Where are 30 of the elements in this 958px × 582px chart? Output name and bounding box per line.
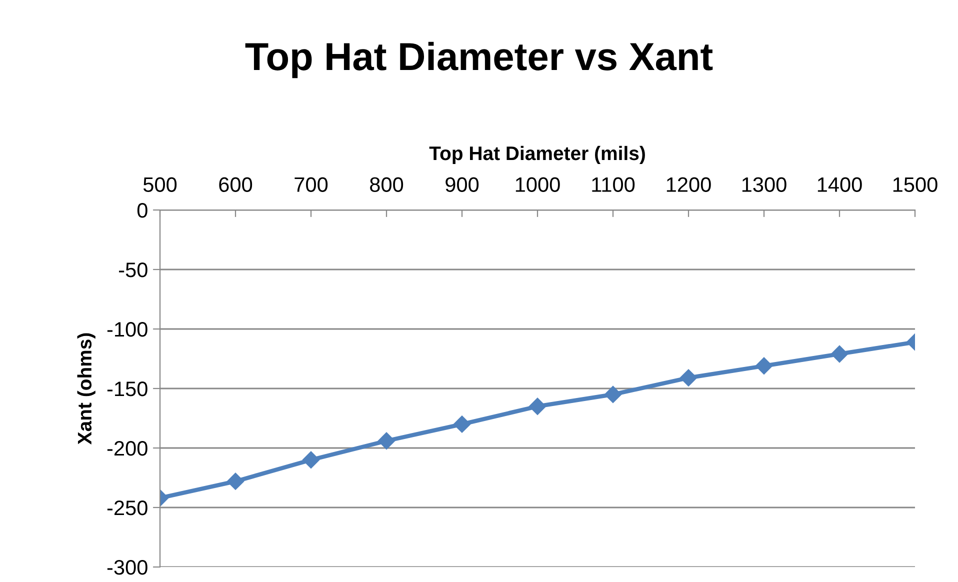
point xyxy=(226,472,244,490)
point xyxy=(453,416,471,433)
x-axis-title: Top Hat Diameter (mils) xyxy=(429,146,645,164)
point xyxy=(378,432,396,450)
x-tick-label: 600 xyxy=(219,177,252,192)
y-tick-label: -50 xyxy=(119,262,148,278)
x-tick-label: 1100 xyxy=(592,177,635,192)
point xyxy=(528,398,546,415)
x-tick-label: 900 xyxy=(446,177,479,192)
chart-title: Top Hat Diameter vs Xant xyxy=(245,42,713,78)
point xyxy=(830,345,848,363)
y-tick-label: -300 xyxy=(107,560,148,575)
x-tick-label: 700 xyxy=(294,177,328,192)
y-tick-label: -250 xyxy=(107,500,148,516)
y-tick-label: -100 xyxy=(107,322,148,337)
x-tick-label: 500 xyxy=(143,177,177,192)
x-tick-label: 1400 xyxy=(818,177,862,192)
x-tick-label: 1000 xyxy=(516,177,560,192)
x-tick-label: 800 xyxy=(370,177,404,192)
x-tick-label: 1200 xyxy=(666,177,711,192)
point xyxy=(302,451,320,468)
point xyxy=(680,369,698,386)
x-tick-label: 1300 xyxy=(742,177,786,192)
point xyxy=(755,357,773,374)
y-tick-label: 0 xyxy=(137,203,148,218)
y-tick-label: -150 xyxy=(107,382,148,396)
point xyxy=(604,386,622,403)
y-axis-title: Xant (ohms) xyxy=(77,333,96,444)
y-tick-label: -200 xyxy=(107,441,148,456)
x-tick-label: 1500 xyxy=(893,177,938,192)
